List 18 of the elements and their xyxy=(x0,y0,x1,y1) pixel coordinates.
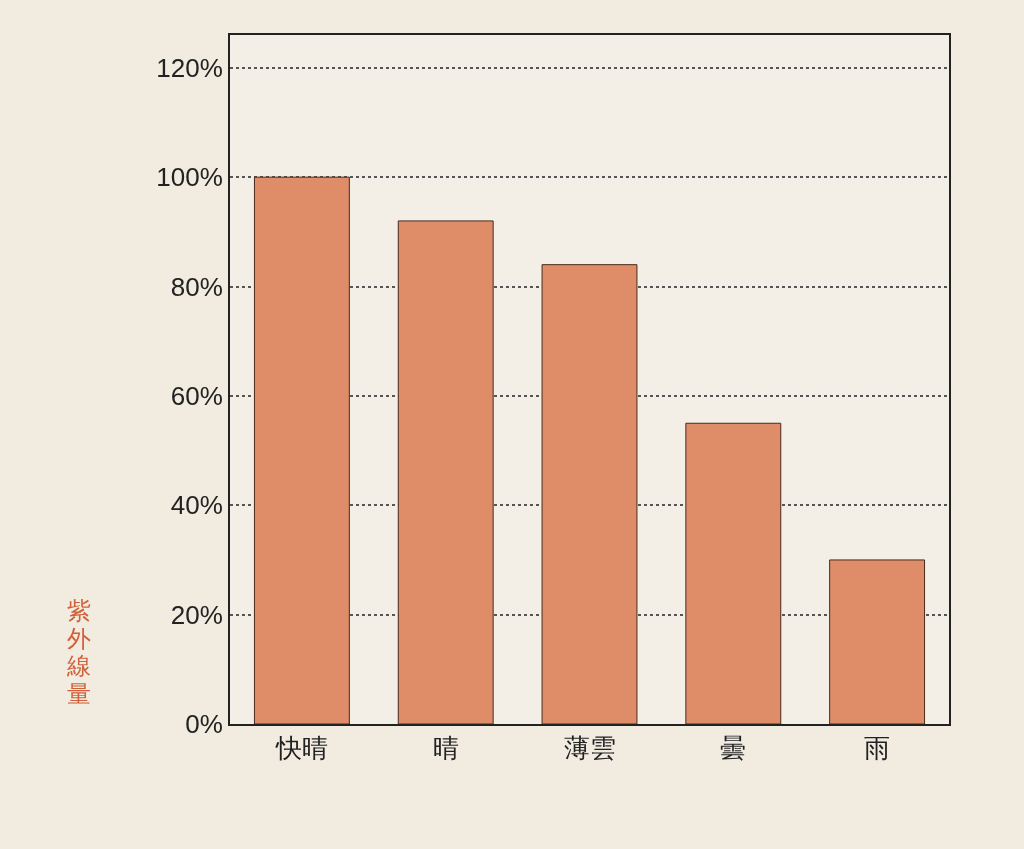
x-tick-label: 雨 xyxy=(864,733,891,764)
y-tick-label: 120% xyxy=(156,52,223,83)
bar xyxy=(253,176,350,724)
bar xyxy=(541,264,638,724)
y-tick-label: 60% xyxy=(170,381,223,411)
y-axis-title: 紫外線量 xyxy=(66,597,92,709)
x-tick-label: 曇 xyxy=(720,733,747,764)
x-tick-label: 薄雲 xyxy=(563,733,616,764)
x-tick-label: 快晴 xyxy=(274,733,328,764)
y-tick-label: 80% xyxy=(170,271,223,302)
bar xyxy=(829,559,926,724)
y-tick-label: 100% xyxy=(156,162,223,193)
bar xyxy=(397,220,494,724)
y-tick-label: 20% xyxy=(170,599,223,630)
x-tick-label: 晴 xyxy=(432,733,459,764)
y-tick-label: 0% xyxy=(185,709,223,740)
bar xyxy=(685,422,782,724)
y-tick-label: 40% xyxy=(170,490,223,521)
